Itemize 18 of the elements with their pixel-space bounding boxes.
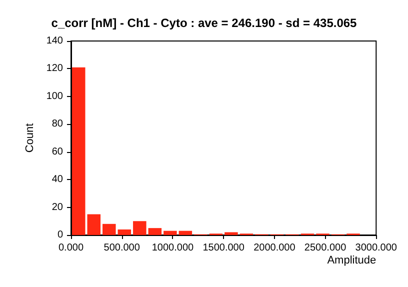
x-tick-label: 1000.000 bbox=[152, 242, 194, 254]
x-tick-label: 3000.000 bbox=[355, 242, 398, 254]
x-tick-label: 0.000 bbox=[58, 242, 84, 254]
y-tick-label: 40 bbox=[52, 174, 64, 186]
y-tick-label: 0 bbox=[57, 230, 64, 240]
y-tick-label: 140 bbox=[46, 36, 64, 46]
x-tick-label: 2000.000 bbox=[254, 242, 296, 254]
y-axis-title: Count bbox=[24, 123, 36, 153]
y-tick-label: 80 bbox=[52, 118, 64, 130]
y-tick-label: 60 bbox=[52, 146, 64, 158]
x-tick-label: 1500.000 bbox=[202, 242, 245, 254]
chart-title: c_corr [nM] - Ch1 - Cyto : ave = 246.190 - sd = 435.065 bbox=[51, 16, 358, 30]
x-tick-label: 2500.000 bbox=[304, 242, 347, 254]
x-axis-title: Amplitude bbox=[327, 254, 376, 266]
y-tick-label: 20 bbox=[52, 202, 64, 213]
y-tick-label: 100 bbox=[46, 90, 64, 102]
x-tick-label: 500.000 bbox=[104, 242, 140, 254]
y-tick-label: 120 bbox=[46, 63, 64, 74]
